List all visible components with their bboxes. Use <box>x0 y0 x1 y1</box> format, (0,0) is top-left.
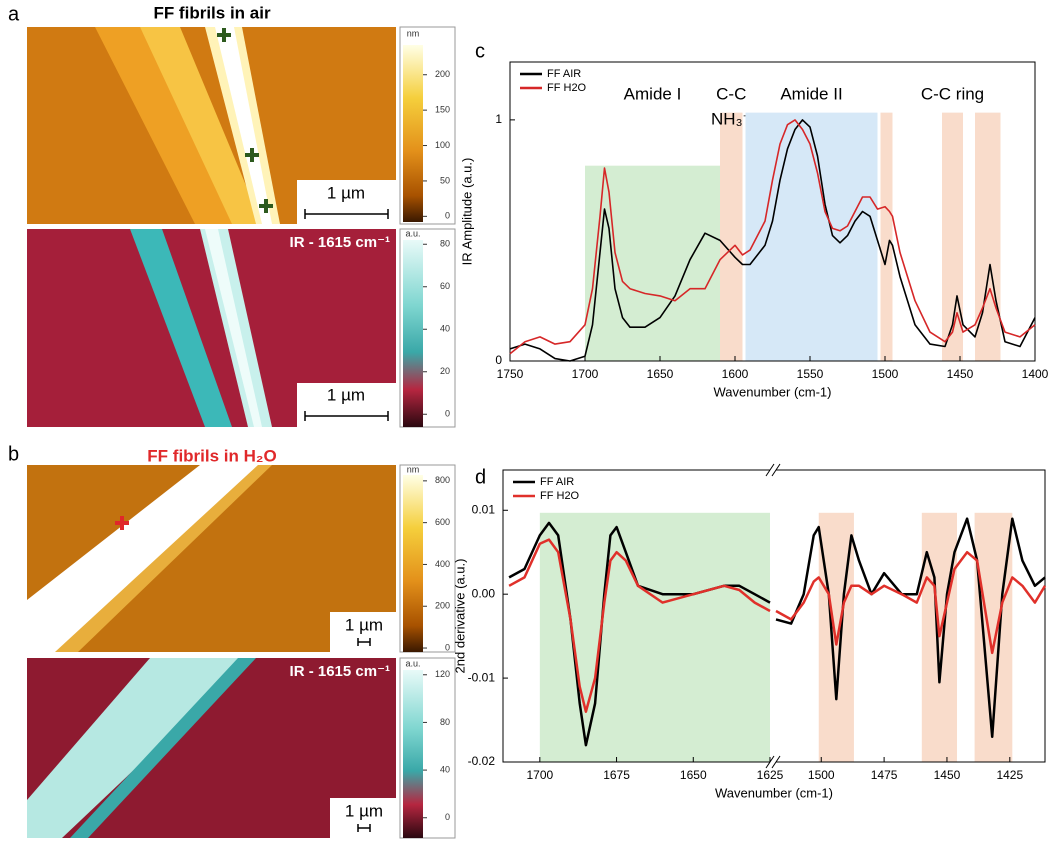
colorbar-tick-label: 50 <box>440 175 450 185</box>
colorbar-tick-label: 120 <box>435 669 450 679</box>
colorbar <box>403 45 423 222</box>
colorbar-tick-label: 60 <box>440 281 450 291</box>
panel-label: c <box>475 40 485 62</box>
y-tick-label: 1 <box>495 112 502 126</box>
y-tick-label: -0.02 <box>468 754 496 768</box>
x-axis-label: Wavenumber (cm-1) <box>714 384 832 399</box>
x-axis-label: Wavenumber (cm-1) <box>715 785 833 800</box>
panel-title: FF fibrils in air <box>153 3 271 22</box>
colorbar-tick-label: 80 <box>440 239 450 249</box>
colorbar-tick-label: 0 <box>445 642 450 652</box>
y-axis-label: 2nd derivative (a.u.) <box>452 559 467 674</box>
region-label: Amide I <box>624 84 682 103</box>
colorbar-tick-label: 800 <box>435 475 450 485</box>
colorbar <box>403 240 423 427</box>
colorbar-tick-label: 40 <box>440 764 450 774</box>
colorbar-tick-label: 0 <box>445 211 450 221</box>
x-tick-label: 1500 <box>872 367 899 381</box>
x-tick-label: 1475 <box>871 768 898 782</box>
colorbar <box>403 670 423 838</box>
x-tick-label: 1425 <box>996 768 1023 782</box>
scale-bar-label: 1 µm <box>327 385 365 404</box>
colorbar-tick-label: 0 <box>445 409 450 419</box>
x-tick-label: 1625 <box>757 768 784 782</box>
ir-map-title: IR - 1615 cm⁻¹ <box>290 663 390 680</box>
x-tick-label: 1750 <box>497 367 524 381</box>
legend-label: FF H2O <box>540 490 580 502</box>
ir-map <box>27 229 396 427</box>
scale-bar-label: 1 µm <box>345 801 383 820</box>
colorbar-unit: nm <box>407 464 420 474</box>
series-line <box>509 119 1036 355</box>
region <box>880 112 893 361</box>
colorbar-tick-label: 20 <box>440 366 450 376</box>
y-tick-label: -0.01 <box>468 670 496 684</box>
afm-topography <box>27 465 396 652</box>
colorbar-tick-label: 200 <box>435 69 450 79</box>
region <box>539 512 770 762</box>
colorbar-tick-label: 80 <box>440 717 450 727</box>
y-axis-label: IR Amplitude (a.u.) <box>459 158 474 266</box>
x-tick-label: 1650 <box>647 367 674 381</box>
region <box>720 112 743 361</box>
colorbar-unit: a.u. <box>405 658 420 668</box>
x-tick-label: 1450 <box>947 367 974 381</box>
afm-topography <box>27 27 396 224</box>
colorbar-unit: nm <box>407 28 420 38</box>
x-tick-label: 1400 <box>1022 367 1049 381</box>
scale-bar-label: 1 µm <box>327 183 365 202</box>
x-tick-label: 1450 <box>934 768 961 782</box>
colorbar-tick-label: 40 <box>440 324 450 334</box>
panel-label: a <box>8 3 20 25</box>
colorbar-tick-label: 0 <box>445 812 450 822</box>
panel-title: FF fibrils in H₂O <box>147 446 276 465</box>
legend-label: FF AIR <box>547 68 581 80</box>
region <box>585 165 720 361</box>
axis-break <box>771 463 781 477</box>
x-tick-label: 1675 <box>603 768 630 782</box>
series-line <box>509 119 1036 362</box>
colorbar <box>403 475 423 652</box>
plot-frame <box>509 61 1036 362</box>
legend-label: FF AIR <box>540 476 574 488</box>
panel-label: d <box>475 466 486 488</box>
y-tick-label: 0.01 <box>472 502 496 516</box>
legend-label: FF H2O <box>547 82 587 94</box>
axis-break-gap <box>770 760 776 764</box>
axis-break <box>765 463 775 477</box>
x-tick-label: 1700 <box>526 768 553 782</box>
x-tick-label: 1650 <box>680 768 707 782</box>
colorbar-tick-label: 600 <box>435 517 450 527</box>
x-tick-label: 1600 <box>722 367 749 381</box>
x-tick-label: 1550 <box>797 367 824 381</box>
colorbar-tick-label: 200 <box>435 601 450 611</box>
region-label: Amide II <box>780 84 842 103</box>
region-label: NH₃⁺ <box>711 109 751 128</box>
axis-break-gap <box>770 468 776 472</box>
scale-bar-label: 1 µm <box>345 615 383 634</box>
y-tick-label: 0.00 <box>472 586 496 600</box>
x-tick-label: 1700 <box>572 367 599 381</box>
y-tick-label: 0 <box>495 353 502 367</box>
ir-map-title: IR - 1615 cm⁻¹ <box>290 234 390 251</box>
region-label: C-C ring <box>921 84 984 103</box>
x-tick-label: 1500 <box>808 768 835 782</box>
region <box>975 112 1001 361</box>
series-line <box>508 538 1047 713</box>
colorbar-unit: a.u. <box>405 228 420 238</box>
colorbar-tick-label: 400 <box>435 559 450 569</box>
region <box>921 512 958 762</box>
region-label: C-C <box>716 84 746 103</box>
panel-label: b <box>8 443 19 465</box>
colorbar-tick-label: 100 <box>435 140 450 150</box>
axis-break <box>771 755 781 769</box>
colorbar-tick-label: 150 <box>435 105 450 115</box>
ir-map <box>27 658 396 838</box>
